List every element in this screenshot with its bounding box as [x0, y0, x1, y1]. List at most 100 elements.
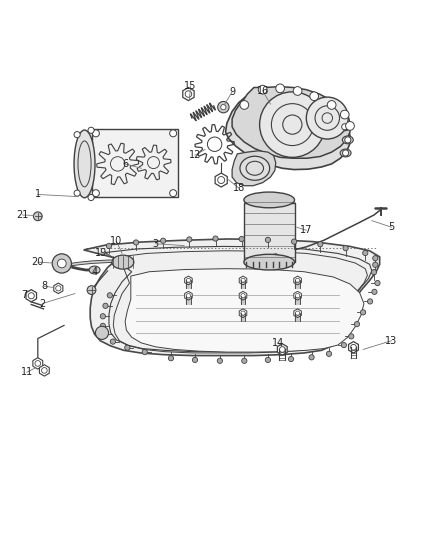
Bar [244, 203, 294, 262]
Circle shape [258, 85, 267, 94]
Circle shape [288, 357, 293, 362]
Polygon shape [232, 87, 350, 158]
Text: 21: 21 [16, 210, 29, 220]
Circle shape [106, 244, 112, 248]
Circle shape [371, 270, 377, 275]
Polygon shape [294, 292, 301, 300]
Circle shape [242, 358, 247, 364]
Circle shape [103, 303, 108, 309]
Polygon shape [183, 87, 194, 101]
Text: 8: 8 [41, 281, 47, 291]
Circle shape [52, 254, 71, 273]
Polygon shape [39, 365, 49, 376]
Text: 16: 16 [257, 86, 269, 96]
Circle shape [342, 124, 348, 130]
Circle shape [265, 237, 271, 243]
Circle shape [187, 237, 192, 242]
Ellipse shape [244, 192, 294, 208]
Text: 15: 15 [184, 81, 197, 91]
Bar [92, 129, 177, 197]
Text: 5: 5 [389, 222, 395, 232]
Circle shape [33, 212, 42, 221]
Circle shape [160, 238, 166, 244]
Ellipse shape [74, 130, 95, 198]
Circle shape [134, 240, 139, 245]
Circle shape [349, 334, 354, 339]
Circle shape [340, 110, 349, 119]
Polygon shape [185, 292, 192, 300]
Polygon shape [349, 342, 358, 353]
Polygon shape [54, 283, 63, 294]
Circle shape [273, 254, 279, 260]
Circle shape [343, 246, 348, 251]
Polygon shape [277, 344, 287, 355]
Circle shape [100, 323, 106, 328]
Polygon shape [239, 276, 247, 285]
Circle shape [218, 101, 229, 113]
Circle shape [345, 137, 351, 143]
Text: 3: 3 [152, 239, 159, 249]
Text: 1: 1 [35, 189, 41, 199]
Polygon shape [232, 151, 276, 185]
Polygon shape [239, 292, 247, 300]
Text: 18: 18 [233, 183, 245, 193]
Ellipse shape [240, 156, 270, 180]
Circle shape [125, 345, 130, 350]
Polygon shape [294, 309, 301, 318]
Polygon shape [84, 239, 380, 356]
Circle shape [265, 357, 271, 362]
Circle shape [217, 358, 223, 364]
Circle shape [309, 354, 314, 360]
Circle shape [74, 190, 80, 196]
Circle shape [170, 190, 177, 197]
Ellipse shape [112, 255, 134, 269]
Text: 7: 7 [21, 290, 28, 300]
Text: 10: 10 [110, 236, 123, 246]
Circle shape [372, 289, 377, 294]
Text: 4: 4 [92, 266, 98, 277]
Circle shape [306, 97, 348, 139]
Circle shape [213, 236, 218, 241]
Circle shape [341, 343, 346, 348]
Circle shape [170, 130, 177, 137]
Text: 9: 9 [229, 87, 235, 97]
Circle shape [142, 350, 148, 354]
Circle shape [88, 127, 94, 133]
Text: 6: 6 [122, 159, 128, 169]
Circle shape [318, 241, 323, 247]
Circle shape [291, 239, 297, 244]
Text: 14: 14 [272, 338, 284, 348]
Circle shape [100, 313, 106, 319]
Polygon shape [239, 309, 247, 318]
Circle shape [293, 87, 302, 95]
Circle shape [221, 104, 226, 110]
Circle shape [168, 356, 173, 361]
Circle shape [95, 326, 109, 340]
Circle shape [310, 92, 318, 101]
Circle shape [110, 339, 116, 344]
Polygon shape [125, 269, 364, 352]
Circle shape [92, 190, 99, 197]
Circle shape [260, 92, 325, 157]
Polygon shape [294, 276, 301, 285]
Circle shape [327, 101, 336, 109]
Circle shape [373, 262, 378, 268]
Circle shape [192, 357, 198, 362]
Circle shape [88, 195, 94, 200]
Circle shape [57, 259, 66, 268]
Ellipse shape [339, 123, 350, 131]
Ellipse shape [89, 266, 100, 274]
Polygon shape [33, 358, 43, 369]
Circle shape [363, 251, 368, 256]
Text: 17: 17 [300, 225, 312, 235]
Ellipse shape [340, 149, 351, 157]
Circle shape [373, 256, 378, 261]
Circle shape [92, 130, 99, 137]
Text: 19: 19 [95, 247, 107, 257]
Circle shape [74, 132, 80, 138]
Circle shape [375, 280, 380, 286]
Polygon shape [26, 289, 36, 302]
Text: 2: 2 [39, 298, 45, 309]
Circle shape [346, 122, 354, 130]
Polygon shape [226, 88, 350, 169]
